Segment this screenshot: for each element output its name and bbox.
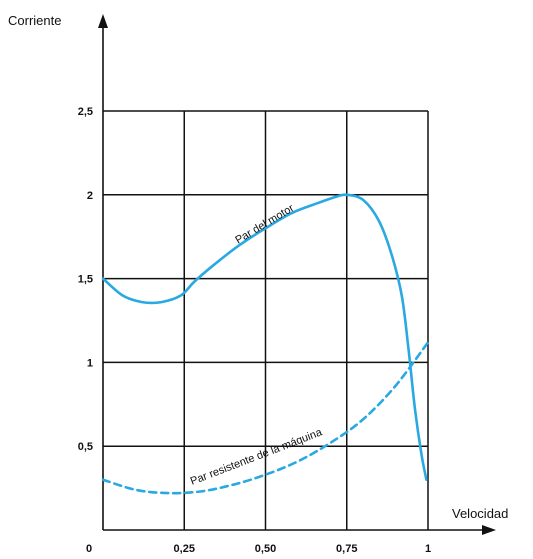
series-line-par-resistente <box>101 341 430 495</box>
y-axis-arrow <box>98 14 108 28</box>
y-tick-label-0: 0,5 <box>78 441 93 453</box>
series <box>101 193 430 495</box>
x-tick-label-2: 0,50 <box>255 543 276 555</box>
series-line-par-motor <box>101 193 428 481</box>
y-axis-title: Corriente <box>8 13 61 28</box>
x-axis-arrow <box>482 525 496 535</box>
ticks: 0 0,25 0,50 0,75 1 0,5 1 1,5 2 2,5 <box>78 106 431 555</box>
x-axis-title: Velocidad <box>452 506 508 521</box>
x-tick-label-4: 1 <box>425 543 431 555</box>
axes <box>98 14 496 535</box>
y-tick-label-3: 2 <box>87 190 93 202</box>
y-tick-label-2: 1,5 <box>78 274 93 286</box>
y-tick-label-1: 1 <box>87 357 93 369</box>
x-tick-label-0: 0 <box>86 543 92 555</box>
x-tick-label-1: 0,25 <box>174 543 195 555</box>
x-tick-label-3: 0,75 <box>336 543 357 555</box>
y-tick-label-4: 2,5 <box>78 106 93 118</box>
grid <box>103 110 429 530</box>
